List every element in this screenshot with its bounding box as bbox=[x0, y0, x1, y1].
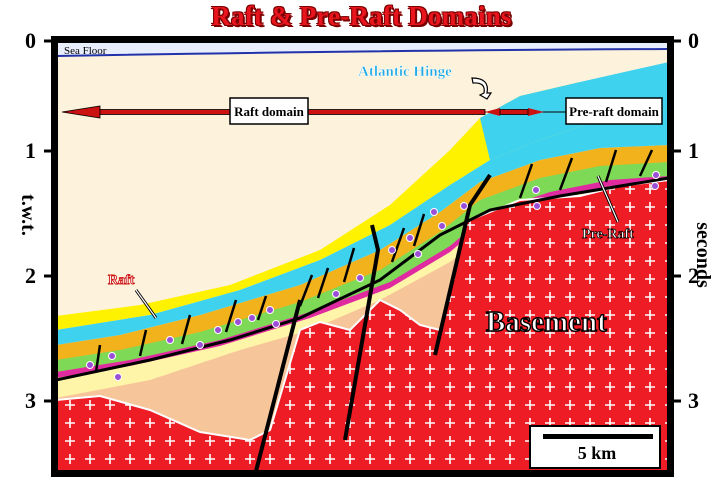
scale-bar bbox=[543, 434, 653, 439]
right-tick-label: 0 bbox=[688, 28, 699, 53]
basement-label: Basement bbox=[486, 306, 607, 338]
fault-line bbox=[433, 173, 492, 356]
left-axis-ticks bbox=[44, 39, 56, 403]
left-tick-label: 2 bbox=[25, 263, 36, 288]
atlantic-hinge-label: Atlantic Hinge bbox=[358, 64, 452, 80]
pre-raft-arrow bbox=[499, 109, 529, 115]
pre-raft-label: Pre-Raft bbox=[582, 227, 634, 242]
cyan-layer bbox=[56, 110, 669, 345]
listric-faults bbox=[94, 149, 654, 373]
left-tick-label: 0 bbox=[25, 28, 36, 53]
figure-title: Raft & Pre-Raft Domains bbox=[211, 1, 512, 31]
detachment-line bbox=[56, 176, 669, 382]
sea-floor-line bbox=[56, 48, 669, 57]
left-tick-label: 1 bbox=[25, 138, 36, 163]
salt-dots bbox=[86, 171, 660, 381]
scale-bar-label: 5 km bbox=[578, 443, 617, 463]
left-tick-label: 3 bbox=[25, 388, 36, 413]
raft-pointer-highlight bbox=[135, 289, 157, 319]
right-axis-label: seconds bbox=[692, 222, 714, 288]
raft-domain-label: Raft domain bbox=[234, 104, 304, 119]
sea-floor-label: Sea Floor bbox=[64, 45, 107, 57]
pre-raft-pointer-highlight bbox=[597, 175, 619, 223]
right-tick-label: 3 bbox=[688, 388, 699, 413]
hinge-curved-arrow bbox=[471, 77, 493, 100]
raft-label: Raft bbox=[108, 273, 135, 288]
section-frame bbox=[51, 36, 674, 477]
fault-line bbox=[253, 299, 302, 472]
pre-raft-arrowhead bbox=[528, 108, 544, 116]
right-axis-ticks bbox=[669, 39, 681, 403]
pre-raft-domain-label: Pre-raft domain bbox=[569, 104, 659, 119]
pre-raft-domain-box bbox=[565, 97, 663, 125]
fault-line bbox=[343, 224, 381, 441]
right-tick-label: 1 bbox=[688, 138, 699, 163]
raft-domain-box bbox=[229, 97, 309, 125]
sea-surface-band bbox=[56, 41, 669, 56]
scale-bar-box bbox=[529, 425, 661, 469]
hinge-arrowhead bbox=[485, 108, 500, 116]
right-tick-label: 2 bbox=[688, 263, 699, 288]
left-axis-label: t.w.t. bbox=[17, 194, 39, 236]
